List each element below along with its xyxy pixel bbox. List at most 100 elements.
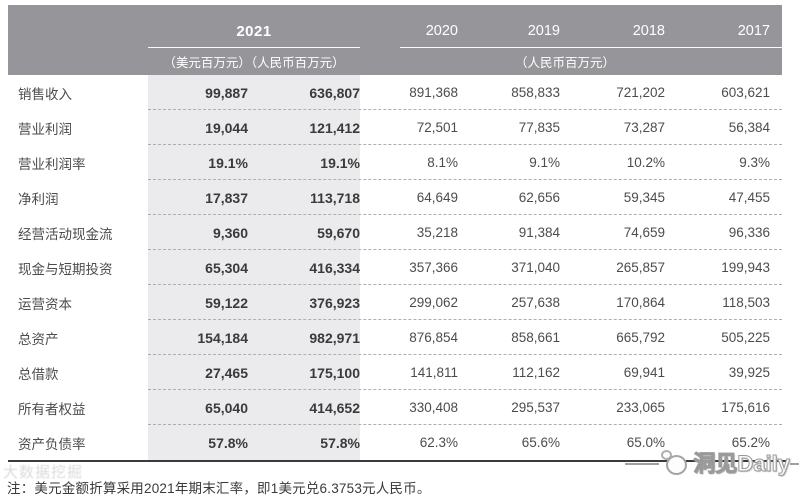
cell-2020: 35,218	[416, 225, 458, 240]
cell-2019: 9.1%	[529, 155, 560, 170]
cell-2017: 39,925	[728, 365, 770, 380]
header-year-2018: 2018	[632, 23, 665, 39]
cell-2019: 65.6%	[521, 435, 560, 450]
table-row: 总借款 27,465 175,100 141,811 112,162 69,94…	[8, 355, 782, 390]
cell-usd-2021: 17,837	[205, 189, 248, 206]
table-body: 销售收入 99,887 636,807 891,368 858,833 721,…	[8, 75, 782, 460]
cell-usd-2021: 154,184	[197, 329, 248, 346]
header-year-2020: 2020	[425, 23, 458, 39]
cell-usd-2021: 27,465	[205, 364, 248, 381]
cell-2018: 233,065	[616, 400, 665, 415]
table-row: 营业利润率 19.1% 19.1% 8.1% 9.1% 10.2% 9.3%	[8, 145, 782, 180]
cell-2017: 505,225	[721, 330, 770, 345]
cell-2018: 65.0%	[626, 435, 665, 450]
watermark-line-left	[625, 463, 660, 465]
row-label: 营业利润	[18, 121, 72, 137]
table-row: 资产负债率 57.8% 57.8% 62.3% 65.6% 65.0% 65.2…	[8, 425, 782, 460]
financial-summary-table: 2021 2020 2019 2018 2017 （美元百万元）（人民币百万元）…	[8, 5, 787, 462]
cell-usd-2021: 65,040	[205, 399, 248, 416]
cell-2019: 858,833	[511, 85, 560, 100]
cell-2019: 257,638	[511, 295, 560, 310]
cell-2017: 9.3%	[739, 155, 770, 170]
table-bottom-border	[8, 460, 787, 462]
cell-rmb-2021: 121,412	[309, 119, 360, 136]
cell-usd-2021: 59,122	[205, 294, 248, 311]
cell-rmb-2021: 416,334	[309, 259, 360, 276]
cell-2020: 891,368	[409, 85, 458, 100]
cell-2017: 199,943	[721, 260, 770, 275]
cell-2020: 876,854	[409, 330, 458, 345]
cell-2019: 91,384	[518, 225, 560, 240]
cell-usd-2021: 19.1%	[208, 154, 248, 171]
cell-rmb-2021: 113,718	[310, 189, 360, 206]
cell-usd-2021: 99,887	[205, 84, 248, 101]
cell-2017: 65.2%	[731, 435, 770, 450]
cell-rmb-2021: 414,652	[309, 399, 360, 416]
cell-2017: 175,616	[721, 400, 770, 415]
table-row: 现金与短期投资 65,304 416,334 357,366 371,040 2…	[8, 250, 782, 285]
table-row: 经营活动现金流 9,360 59,670 35,218 91,384 74,65…	[8, 215, 782, 250]
watermark-line-right	[790, 463, 799, 465]
row-label: 总资产	[18, 331, 59, 347]
table-row: 运营资本 59,122 376,923 299,062 257,638 170,…	[8, 285, 782, 320]
header-year-2017: 2017	[737, 23, 770, 39]
header-year-2021: 2021	[236, 22, 272, 40]
cell-2019: 371,040	[511, 260, 560, 275]
cell-2017: 603,621	[721, 85, 770, 100]
cell-rmb-2021: 59,670	[317, 224, 360, 241]
footnote: 注：美元金额折算采用2021年期末汇率，即1美元兑6.3753元人民币。	[7, 481, 431, 496]
cell-2019: 858,661	[511, 330, 560, 345]
row-label: 资产负债率	[18, 436, 86, 452]
table-header: 2021 2020 2019 2018 2017 （美元百万元）（人民币百万元）…	[8, 5, 782, 75]
table-header-years-row: 2021 2020 2019 2018 2017	[8, 5, 782, 47]
header-underline-years	[400, 47, 782, 48]
cell-usd-2021: 19,044	[205, 119, 248, 136]
header-unit-years: （人民币百万元）	[514, 55, 615, 70]
cell-2017: 47,455	[728, 190, 770, 205]
cell-usd-2021: 57.8%	[208, 434, 248, 451]
cell-usd-2021: 9,360	[212, 224, 248, 241]
cell-2018: 59,345	[623, 190, 665, 205]
highlight-band-2021	[148, 75, 360, 460]
cell-2018: 170,864	[616, 295, 665, 310]
table-row: 所有者权益 65,040 414,652 330,408 295,537 233…	[8, 390, 782, 425]
cell-2018: 74,659	[623, 225, 665, 240]
cell-rmb-2021: 636,807	[309, 84, 360, 101]
cell-rmb-2021: 376,923	[309, 294, 360, 311]
cell-2018: 721,202	[616, 85, 665, 100]
cell-2018: 265,857	[616, 260, 665, 275]
cell-2020: 330,408	[409, 400, 458, 415]
row-label: 经营活动现金流	[18, 226, 113, 242]
header-year-2019: 2019	[527, 23, 560, 39]
row-label: 总借款	[18, 366, 59, 382]
table-row: 净利润 17,837 113,718 64,649 62,656 59,345 …	[8, 180, 782, 215]
cell-2017: 118,503	[722, 295, 770, 310]
cell-rmb-2021: 19.1%	[320, 154, 360, 171]
header-unit-2021: （美元百万元）（人民币百万元）	[163, 55, 345, 70]
row-label: 销售收入	[18, 86, 72, 102]
table-row: 总资产 154,184 982,971 876,854 858,661 665,…	[8, 320, 782, 355]
cell-2020: 62.3%	[419, 435, 458, 450]
cell-2020: 357,366	[409, 260, 458, 275]
row-label: 所有者权益	[18, 401, 86, 417]
cell-usd-2021: 65,304	[205, 259, 248, 276]
cell-2020: 8.1%	[427, 155, 458, 170]
cell-rmb-2021: 982,971	[309, 329, 360, 346]
row-label: 营业利润率	[18, 156, 86, 172]
row-label: 现金与短期投资	[18, 261, 113, 277]
cell-2019: 112,162	[512, 365, 560, 380]
cell-2018: 69,941	[623, 365, 665, 380]
cell-2020: 299,062	[409, 295, 458, 310]
cell-2018: 665,792	[616, 330, 665, 345]
table-header-units-row: （美元百万元）（人民币百万元） （人民币百万元）	[8, 47, 782, 75]
cell-rmb-2021: 57.8%	[320, 434, 360, 451]
cell-2018: 10.2%	[626, 155, 665, 170]
cell-2017: 56,384	[728, 120, 770, 135]
cell-2019: 62,656	[518, 190, 560, 205]
cell-rmb-2021: 175,100	[309, 364, 360, 381]
cell-2019: 295,537	[511, 400, 560, 415]
cell-2019: 77,835	[518, 120, 560, 135]
row-label: 运营资本	[18, 296, 72, 312]
cell-2020: 64,649	[416, 190, 458, 205]
